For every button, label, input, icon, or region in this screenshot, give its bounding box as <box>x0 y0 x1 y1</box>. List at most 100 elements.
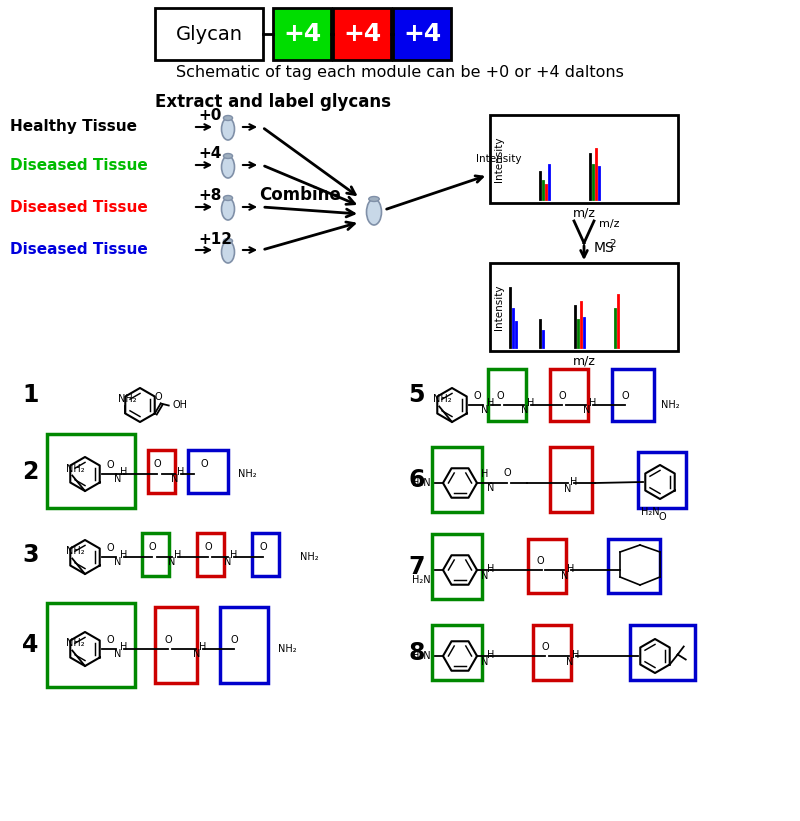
Text: NH₂: NH₂ <box>661 400 680 410</box>
Text: N: N <box>562 571 569 581</box>
Text: O: O <box>230 635 238 645</box>
Text: m/z: m/z <box>573 207 595 219</box>
Text: Glycan: Glycan <box>175 25 242 44</box>
Ellipse shape <box>222 241 234 263</box>
Text: 6: 6 <box>408 468 425 492</box>
Text: NH₂: NH₂ <box>118 393 137 403</box>
Text: N: N <box>522 405 529 415</box>
Text: H₂N: H₂N <box>412 651 431 661</box>
Text: H: H <box>482 469 489 479</box>
Bar <box>630 625 695 680</box>
Text: H: H <box>570 477 578 487</box>
Text: Intensity: Intensity <box>476 154 522 164</box>
Text: +4: +4 <box>198 146 222 162</box>
Bar <box>608 539 660 593</box>
Text: H: H <box>487 398 494 408</box>
Bar <box>638 452 686 508</box>
Text: NH₂: NH₂ <box>66 639 85 649</box>
Text: NH₂: NH₂ <box>278 644 297 654</box>
Text: 3: 3 <box>22 543 38 567</box>
Text: OH: OH <box>173 401 188 410</box>
Text: Diseased Tissue: Diseased Tissue <box>10 242 148 258</box>
Text: O: O <box>148 542 156 552</box>
Text: O: O <box>153 459 161 469</box>
Bar <box>490 263 678 351</box>
Text: N: N <box>224 557 232 567</box>
Text: +12: +12 <box>198 232 232 246</box>
Text: m/z: m/z <box>599 219 619 229</box>
Bar <box>432 625 482 680</box>
Text: O: O <box>503 468 511 478</box>
Bar <box>220 607 268 683</box>
Bar <box>148 450 175 493</box>
Text: H: H <box>590 398 597 408</box>
Bar <box>333 8 391 60</box>
Text: H: H <box>567 564 574 574</box>
Text: N: N <box>564 484 572 494</box>
Text: N: N <box>482 405 489 415</box>
Text: N: N <box>482 657 489 667</box>
Text: Extract and label glycans: Extract and label glycans <box>155 93 391 111</box>
Text: O: O <box>473 391 481 401</box>
Text: Diseased Tissue: Diseased Tissue <box>10 158 148 172</box>
Text: N: N <box>171 474 178 484</box>
Ellipse shape <box>222 156 234 178</box>
Text: +4: +4 <box>283 22 321 46</box>
Ellipse shape <box>366 199 382 225</box>
Text: 5: 5 <box>408 383 425 407</box>
Text: NH₂: NH₂ <box>300 552 318 562</box>
Text: O: O <box>155 392 162 401</box>
Bar <box>528 539 566 593</box>
Text: Healthy Tissue: Healthy Tissue <box>10 120 137 135</box>
Text: H: H <box>178 467 185 477</box>
Text: O: O <box>106 543 114 553</box>
Bar <box>533 625 571 680</box>
Text: H: H <box>487 564 494 574</box>
Text: NH₂: NH₂ <box>66 464 85 474</box>
Text: H: H <box>527 398 534 408</box>
Text: m/z: m/z <box>573 355 595 368</box>
Text: 2: 2 <box>609 239 616 249</box>
Text: Intensity: Intensity <box>494 284 504 330</box>
Text: O: O <box>541 642 549 652</box>
Text: O: O <box>106 635 114 645</box>
Text: NH₂: NH₂ <box>238 469 257 479</box>
Text: N: N <box>194 649 201 659</box>
Ellipse shape <box>223 116 233 121</box>
Bar <box>252 533 279 576</box>
Text: +8: +8 <box>198 189 222 204</box>
Text: O: O <box>658 512 666 522</box>
Text: O: O <box>536 556 544 566</box>
Ellipse shape <box>223 238 233 244</box>
Text: H: H <box>174 550 182 560</box>
Text: O: O <box>200 459 208 469</box>
Bar <box>155 8 263 60</box>
Text: 2: 2 <box>22 460 38 484</box>
Text: N: N <box>168 557 176 567</box>
Text: 1: 1 <box>22 383 38 407</box>
Text: H: H <box>120 467 128 477</box>
Text: Schematic of tag each module can be +0 or +4 daltons: Schematic of tag each module can be +0 o… <box>176 65 624 80</box>
Text: H: H <box>120 642 128 652</box>
Text: +0: +0 <box>198 108 222 123</box>
Text: MS: MS <box>594 241 614 255</box>
Text: H₂N: H₂N <box>412 478 431 488</box>
Bar <box>188 450 228 493</box>
Text: Diseased Tissue: Diseased Tissue <box>10 200 148 214</box>
Text: H₂N: H₂N <box>412 575 431 585</box>
Text: O: O <box>621 391 629 401</box>
Ellipse shape <box>369 196 379 201</box>
Text: O: O <box>106 460 114 470</box>
Text: NH₂: NH₂ <box>433 395 451 405</box>
Text: H: H <box>199 642 206 652</box>
Bar <box>612 369 654 421</box>
Bar <box>490 115 678 203</box>
Ellipse shape <box>222 118 234 140</box>
Ellipse shape <box>222 198 234 220</box>
Text: N: N <box>114 557 122 567</box>
Bar <box>432 534 482 599</box>
Text: N: N <box>583 405 590 415</box>
Bar <box>550 447 592 512</box>
Text: N: N <box>114 649 122 659</box>
Bar <box>47 603 135 687</box>
